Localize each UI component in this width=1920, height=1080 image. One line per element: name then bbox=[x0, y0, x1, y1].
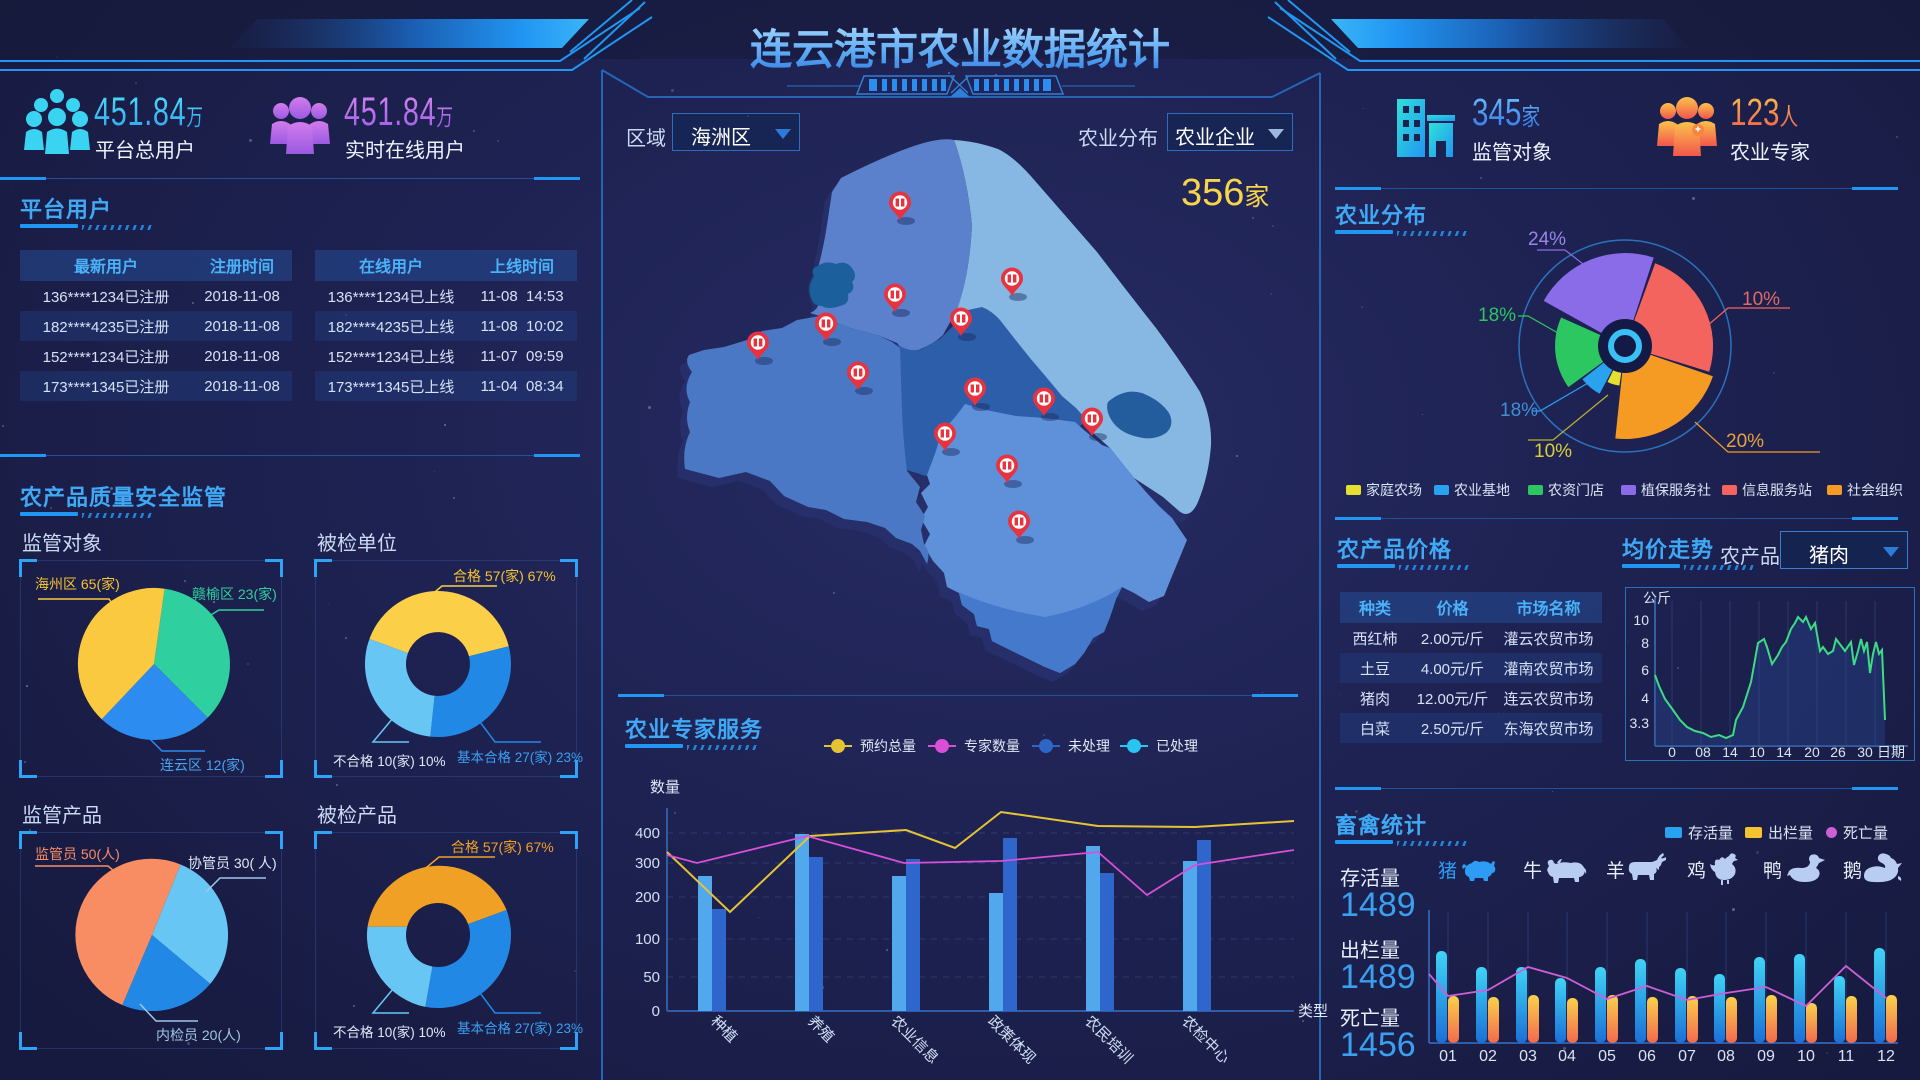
svg-text:内检员 20(人): 内检员 20(人) bbox=[156, 1027, 241, 1043]
svg-text:100: 100 bbox=[635, 931, 660, 948]
svg-text:8: 8 bbox=[1641, 635, 1649, 651]
svg-text:08: 08 bbox=[1695, 744, 1711, 760]
svg-text:日期: 日期 bbox=[1877, 744, 1905, 760]
svg-text:05: 05 bbox=[1598, 1048, 1616, 1065]
svg-text:10: 10 bbox=[1749, 744, 1765, 760]
svg-text:不合格 10(家) 10%: 不合格 10(家) 10% bbox=[333, 753, 446, 769]
svg-text:养殖: 养殖 bbox=[804, 1013, 837, 1046]
svg-text:农民培训: 农民培训 bbox=[1081, 1013, 1135, 1067]
svg-text:300: 300 bbox=[635, 855, 660, 872]
svg-text:类型: 类型 bbox=[1298, 1003, 1328, 1020]
svg-text:基本合格 27(家) 23%: 基本合格 27(家) 23% bbox=[457, 1020, 583, 1036]
svg-text:专家数量: 专家数量 bbox=[964, 738, 1020, 754]
svg-text:12: 12 bbox=[1877, 1048, 1895, 1065]
svg-text:基本合格 27(家) 23%: 基本合格 27(家) 23% bbox=[457, 749, 583, 765]
svg-text:10%: 10% bbox=[1534, 441, 1572, 462]
svg-text:18%: 18% bbox=[1478, 305, 1516, 326]
svg-text:种植: 种植 bbox=[707, 1013, 740, 1046]
svg-text:14: 14 bbox=[1776, 744, 1792, 760]
svg-text:海州区 65(家): 海州区 65(家) bbox=[35, 576, 120, 592]
svg-text:14: 14 bbox=[1722, 744, 1738, 760]
svg-text:农检中心: 农检中心 bbox=[1178, 1013, 1232, 1067]
svg-text:协管员 30( 人): 协管员 30( 人) bbox=[188, 855, 277, 871]
svg-text:合格 57(家) 67%: 合格 57(家) 67% bbox=[453, 568, 556, 584]
svg-text:20: 20 bbox=[1804, 744, 1820, 760]
svg-text:24%: 24% bbox=[1528, 229, 1566, 250]
svg-text:20%: 20% bbox=[1726, 431, 1764, 452]
svg-text:农业信息: 农业信息 bbox=[887, 1013, 941, 1067]
svg-text:4: 4 bbox=[1641, 690, 1649, 706]
svg-text:50: 50 bbox=[643, 969, 660, 986]
svg-text:400: 400 bbox=[635, 825, 660, 842]
svg-text:10%: 10% bbox=[1742, 289, 1780, 310]
svg-text:预约总量: 预约总量 bbox=[860, 738, 916, 754]
svg-text:连云区 12(家): 连云区 12(家) bbox=[160, 757, 245, 773]
svg-text:09: 09 bbox=[1757, 1048, 1775, 1065]
svg-text:08: 08 bbox=[1717, 1048, 1735, 1065]
svg-text:10: 10 bbox=[1797, 1048, 1815, 1065]
svg-text:赣榆区 23(家): 赣榆区 23(家) bbox=[192, 586, 277, 602]
svg-text:04: 04 bbox=[1558, 1048, 1576, 1065]
svg-text:不合格 10(家) 10%: 不合格 10(家) 10% bbox=[333, 1024, 446, 1040]
svg-text:10: 10 bbox=[1633, 612, 1649, 628]
svg-text:18%: 18% bbox=[1500, 400, 1538, 421]
svg-text:公斤: 公斤 bbox=[1643, 590, 1671, 606]
svg-text:0: 0 bbox=[1668, 744, 1676, 760]
svg-text:07: 07 bbox=[1678, 1048, 1696, 1065]
svg-text:数量: 数量 bbox=[650, 779, 680, 796]
svg-text:合格 57(家) 67%: 合格 57(家) 67% bbox=[451, 839, 554, 855]
svg-text:30: 30 bbox=[1857, 744, 1873, 760]
svg-text:未处理: 未处理 bbox=[1068, 738, 1110, 754]
svg-text:200: 200 bbox=[635, 889, 660, 906]
svg-text:已处理: 已处理 bbox=[1156, 738, 1198, 754]
svg-text:6: 6 bbox=[1641, 662, 1649, 678]
svg-text:01: 01 bbox=[1439, 1048, 1457, 1065]
svg-text:02: 02 bbox=[1479, 1048, 1497, 1065]
svg-text:政策体现: 政策体现 bbox=[984, 1013, 1038, 1067]
svg-text:06: 06 bbox=[1638, 1048, 1656, 1065]
svg-text:11: 11 bbox=[1838, 1048, 1855, 1065]
svg-text:03: 03 bbox=[1519, 1048, 1537, 1065]
svg-text:3.3: 3.3 bbox=[1630, 715, 1650, 731]
svg-text:26: 26 bbox=[1830, 744, 1846, 760]
svg-text:监管员 50(人): 监管员 50(人) bbox=[35, 846, 120, 862]
svg-text:0: 0 bbox=[652, 1003, 660, 1020]
